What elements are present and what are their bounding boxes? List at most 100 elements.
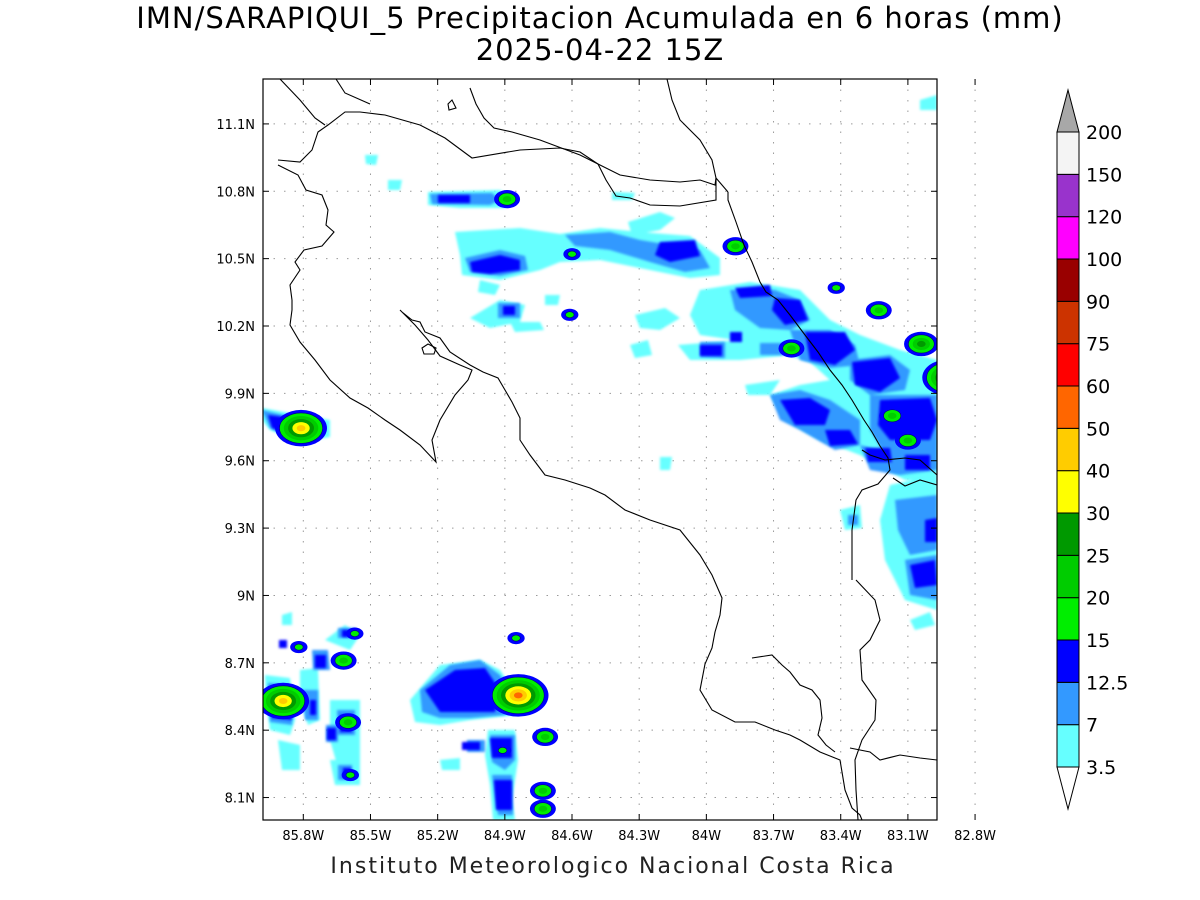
- lon-tick-label: 84.6W: [551, 829, 593, 844]
- rain-cell-contour: [831, 284, 841, 292]
- rain-cell-contour: [296, 425, 306, 432]
- lon-tick-label: 83.4W: [820, 829, 862, 844]
- panama-border: [727, 192, 937, 820]
- colorbar-swatch: [1056, 385, 1080, 429]
- rain-cell-contour: [511, 634, 521, 642]
- lon-tick-label: 85.2W: [417, 829, 459, 844]
- lat-tick-label: 9N: [237, 589, 255, 604]
- lon-tick-label: 84W: [692, 829, 722, 844]
- rain-cells: [263, 190, 1019, 818]
- rain-cell-contour: [538, 787, 548, 794]
- colorbar-label: 60: [1086, 376, 1110, 398]
- rain-cell-contour: [350, 630, 360, 637]
- colorbar-label: 100: [1086, 249, 1122, 271]
- rain-cell-contour: [278, 697, 288, 705]
- precipitation-map: 8.1N 8.4N 8.7N 9N 9.3N 9.6N 9.9N 10.2N 10.5N 10.8…: [216, 78, 1128, 844]
- lon-tick-label: 83.1W: [887, 829, 929, 844]
- colorbar-swatch: [1056, 724, 1080, 768]
- rain-cell-contour: [1002, 574, 1011, 580]
- lon-tick-label: 82.8W: [954, 829, 996, 844]
- colorbar-swatch: [1056, 639, 1080, 683]
- lat-tick-label: 10.8N: [216, 185, 255, 200]
- precipitation-field: [263, 95, 1019, 820]
- rain-cell-contour: [538, 805, 548, 812]
- colorbar-swatch: [1056, 470, 1080, 514]
- lake-islet: [447, 99, 457, 111]
- plot-area: [263, 79, 937, 820]
- pacific-coast-costa-rica: [277, 164, 937, 820]
- lon-tick-label: 85.5W: [350, 829, 392, 844]
- rain-cell-contour: [513, 692, 523, 699]
- colorbar-label: 200: [1086, 122, 1122, 144]
- colorbar-swatch: [1056, 131, 1080, 175]
- colorbar-label: 150: [1086, 164, 1122, 186]
- colorbar-swatch: [1056, 512, 1080, 556]
- rain-cell-contour: [957, 450, 974, 462]
- coastline-and-borders: [277, 79, 937, 820]
- rain-cell-contour: [497, 747, 508, 754]
- rain-cell-contour: [917, 340, 926, 348]
- colorbar-label: 3.5: [1086, 757, 1116, 779]
- map-subtitle: 2025-04-22 15Z: [475, 33, 725, 67]
- colorbar-swatch: [1056, 597, 1080, 641]
- rain-cell-contour: [930, 368, 937, 387]
- rain-cell-contour: [944, 375, 953, 381]
- colorbar-swatch: [1056, 681, 1080, 726]
- colorbar-label: 12.5: [1086, 672, 1128, 694]
- rain-cell-contour: [1004, 525, 1013, 531]
- lon-tick-label: 84.3W: [618, 829, 660, 844]
- plot-frame: [262, 78, 938, 821]
- rain-cell-contour: [565, 311, 575, 319]
- rain-cell-contour: [951, 413, 977, 431]
- map-title: IMN/SARAPIQUI_5 Precipitacion Acumulada …: [136, 1, 1064, 35]
- colorbar-label: 15: [1086, 630, 1110, 652]
- colorbar-label: 20: [1086, 588, 1110, 610]
- map-axes: 8.1N 8.4N 8.7N 9N 9.3N 9.6N 9.9N 10.2N 10.5N 10.8…: [216, 79, 996, 844]
- colorbar-label: 120: [1086, 207, 1122, 229]
- nicaragua-border: [277, 111, 729, 207]
- rain-cell-contour: [345, 771, 355, 779]
- rain-cell-contour: [953, 447, 979, 465]
- rain-cell-contour: [998, 571, 1015, 583]
- colorbar-label: 25: [1086, 545, 1110, 567]
- rain-cell-contour: [874, 307, 884, 314]
- colorbar-label: 30: [1086, 503, 1110, 525]
- colorbar-label: 7: [1086, 715, 1098, 737]
- rain-cell-contour: [947, 410, 982, 434]
- colorbar-label: 40: [1086, 461, 1110, 483]
- colorbar-label: 50: [1086, 418, 1110, 440]
- colorbar-swatch: [1056, 216, 1080, 260]
- rain-cell-contour: [343, 719, 353, 726]
- rain-cell-contour: [955, 416, 972, 428]
- colorbar-swatch: [1056, 258, 1080, 302]
- lon-tick-label: 85.8W: [282, 829, 324, 844]
- lon-tick-label: 84.9W: [484, 829, 526, 844]
- nicaragua-north-coast: [279, 79, 717, 186]
- colorbar-swatch: [1056, 300, 1080, 345]
- rain-cell-contour: [887, 412, 897, 419]
- nicoya-islet: [421, 343, 437, 355]
- colorbar-under-arrow: [1056, 766, 1080, 811]
- rain-cell-contour: [567, 250, 577, 258]
- lat-tick-label: 10.2N: [216, 320, 255, 335]
- lat-tick-label: 10.5N: [216, 253, 255, 268]
- lat-tick-label: 9.6N: [225, 455, 255, 470]
- precipitation-colorbar: 3.5 7 12.5 15 20 25 30 40 50 60 75 90 100 120 150 200: [1056, 88, 1128, 811]
- rain-cell-contour: [993, 568, 1019, 586]
- rain-cell-contour: [540, 733, 550, 740]
- rain-cell-contour: [940, 372, 957, 384]
- rain-cell-contour: [502, 196, 512, 203]
- footer-credit: Instituto Meteorologico Nacional Costa R…: [330, 854, 896, 879]
- colorbar-over-arrow: [1056, 88, 1080, 133]
- lat-tick-label: 8.7N: [225, 657, 255, 672]
- rain-cell-contour: [1000, 522, 1017, 534]
- lat-tick-label: 9.9N: [225, 387, 255, 402]
- rain-cell-contour: [935, 373, 937, 383]
- lat-tick-label: 9.3N: [225, 522, 255, 537]
- colorbar-swatch: [1056, 343, 1080, 387]
- lat-tick-label: 11.1N: [216, 118, 255, 133]
- lat-tick-label: 8.1N: [225, 792, 255, 807]
- rain-cell-contour: [962, 453, 971, 459]
- lat-tick-label: 8.4N: [225, 724, 255, 739]
- rain-cell-contour: [339, 657, 348, 664]
